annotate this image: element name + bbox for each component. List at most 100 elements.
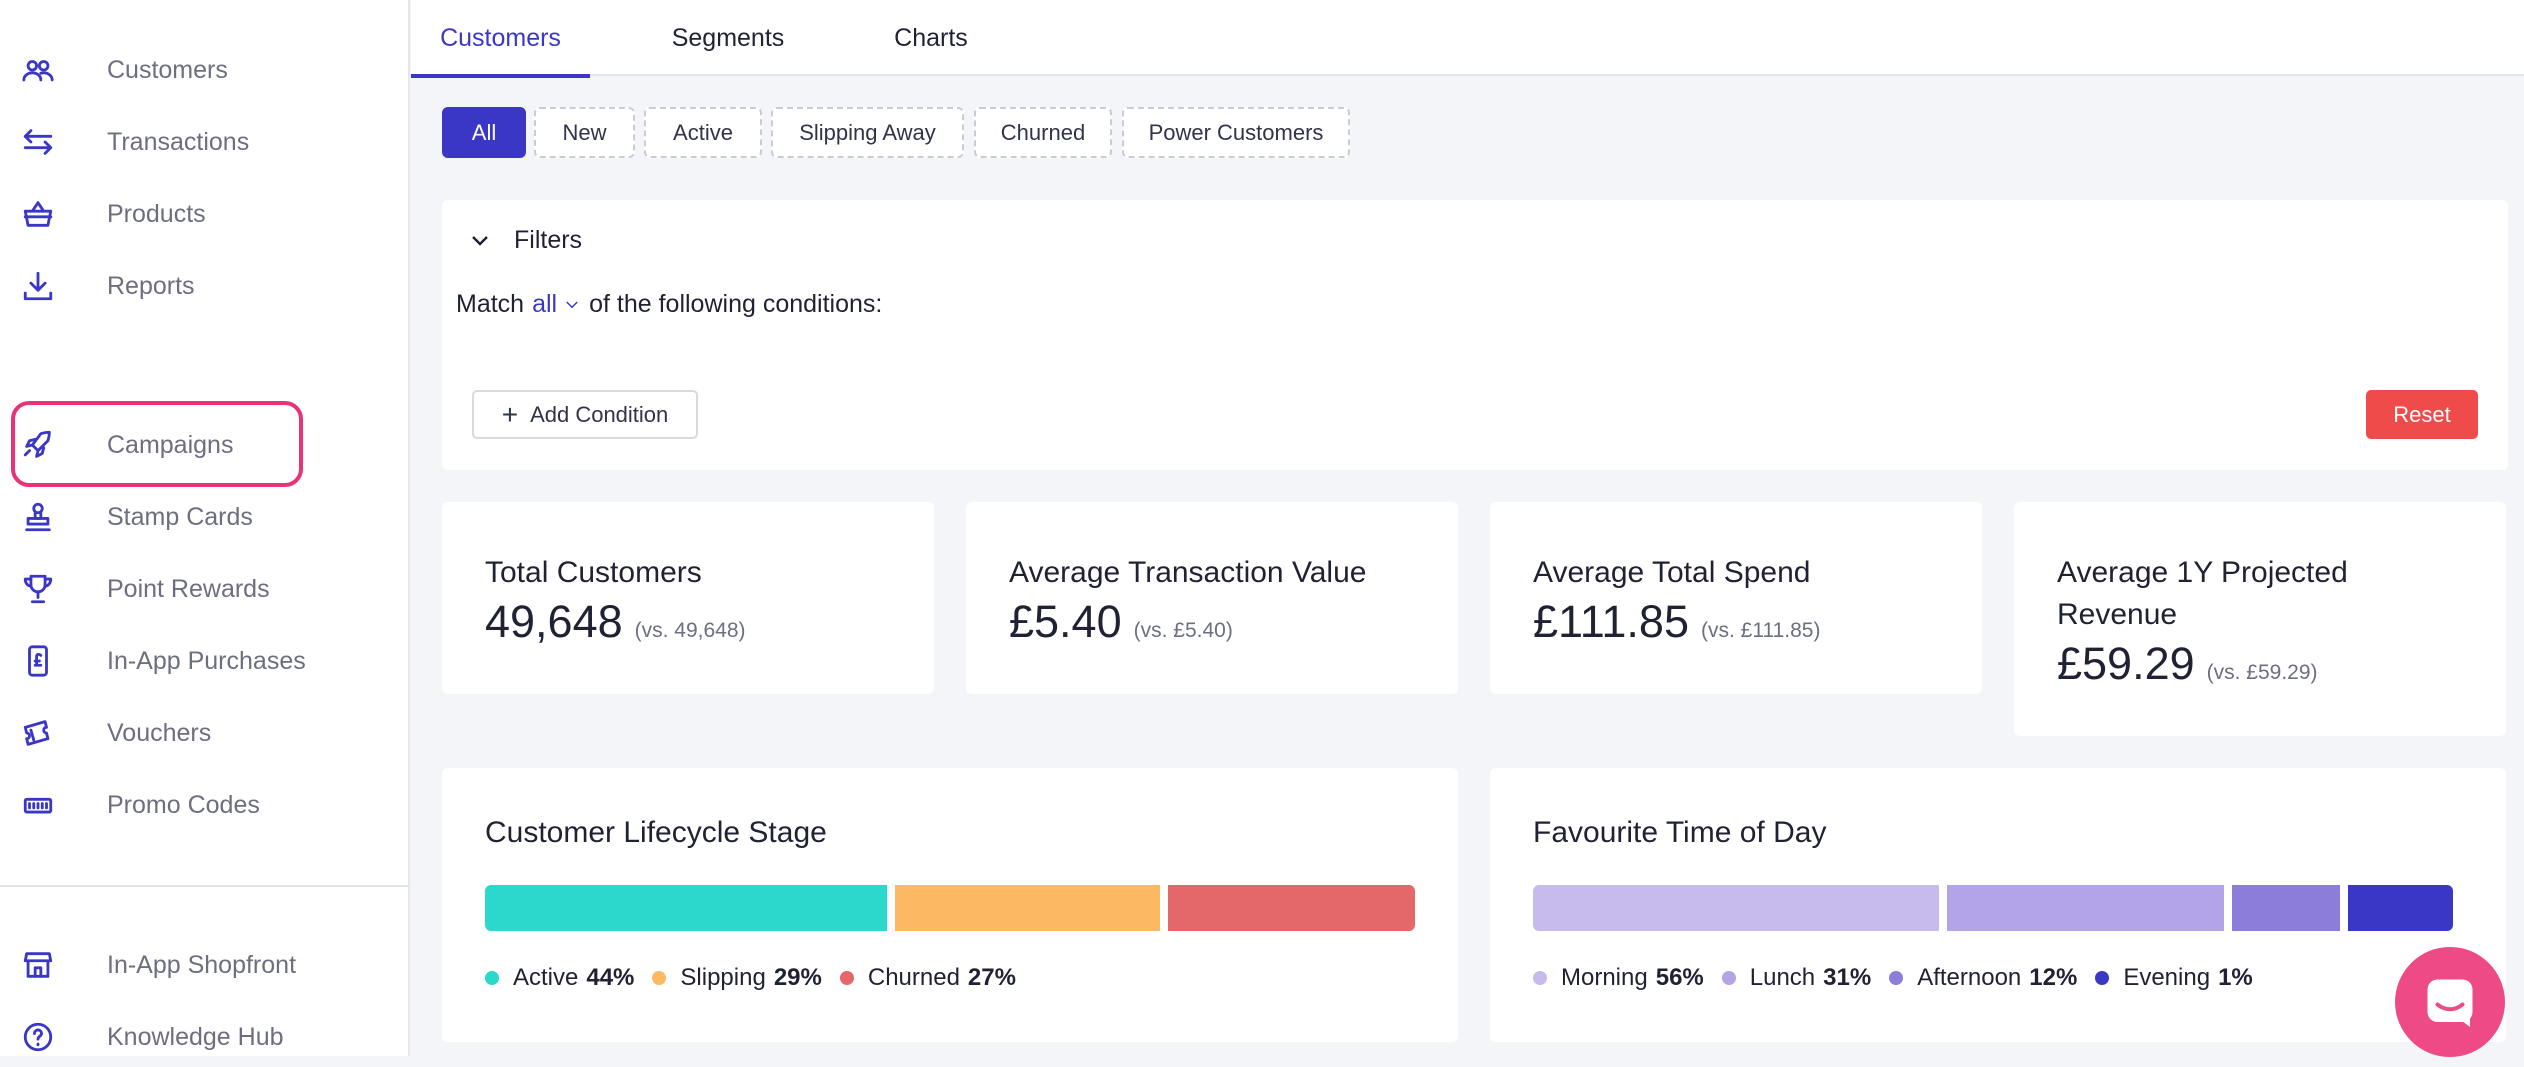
bar-segment-lunch — [1946, 885, 2225, 931]
lifecycle-stacked-bar — [485, 885, 1415, 931]
bar-segment-active — [485, 885, 888, 931]
sidebar-item-in-app-shopfront[interactable]: In-App Shopfront — [0, 935, 410, 995]
stat-card-avg-projected-revenue: Average 1Y Projected Revenue £59.29 (vs.… — [2014, 502, 2506, 736]
tab-charts[interactable]: Charts — [894, 23, 968, 52]
sidebar-item-products[interactable]: Products — [0, 184, 410, 244]
stat-compare: (vs. £5.40) — [1133, 619, 1233, 642]
customers-icon — [20, 52, 56, 88]
sidebar-item-in-app-purchases[interactable]: In-App Purchases — [0, 631, 410, 691]
sidebar-item-label: Promo Codes — [107, 790, 260, 819]
legend-label: Evening — [2123, 964, 2211, 991]
sidebar-item-customers[interactable]: Customers — [0, 40, 410, 100]
reset-button[interactable]: Reset — [2366, 390, 2478, 439]
legend-label: Lunch — [1749, 964, 1816, 991]
chart-title: Customer Lifecycle Stage — [485, 816, 827, 849]
stat-value-row: £5.40 (vs. £5.40) — [1009, 596, 1233, 648]
chat-launcher-button[interactable] — [2395, 947, 2505, 1057]
stat-title: Total Customers — [485, 556, 702, 589]
sidebar-divider — [0, 885, 410, 887]
legend-item-afternoon: Afternoon 12% — [1889, 964, 2077, 992]
sidebar-item-label: Reports — [107, 271, 195, 300]
legend-dot — [485, 971, 499, 985]
sidebar-item-reports[interactable]: Reports — [0, 256, 410, 316]
stat-compare: (vs. £111.85) — [1700, 619, 1821, 642]
sidebar-item-label: Vouchers — [107, 718, 212, 747]
add-condition-label: Add Condition — [530, 401, 669, 427]
promo-code-icon — [20, 787, 56, 823]
add-condition-button[interactable]: + Add Condition — [472, 390, 698, 439]
filters-toggle[interactable]: Filters — [468, 226, 582, 255]
stat-card-avg-transaction-value: Average Transaction Value £5.40 (vs. £5.… — [966, 502, 1458, 694]
stat-title: Average Total Spend — [1533, 556, 1811, 589]
match-mode-select[interactable]: all — [532, 290, 581, 319]
sidebar-item-label: Products — [107, 199, 206, 228]
filters-title: Filters — [514, 226, 583, 254]
stat-value: £5.40 — [1009, 596, 1122, 647]
legend-dot — [1721, 971, 1736, 985]
match-conditions-row: Match all of the following conditions: — [456, 290, 882, 319]
tab-bar: Customers Segments Charts — [411, 0, 2524, 78]
match-prefix: Match — [456, 290, 525, 318]
legend-item-evening: Evening 1% — [2095, 964, 2253, 992]
segment-chip-new[interactable]: New — [534, 107, 635, 158]
stat-card-avg-total-spend: Average Total Spend £111.85 (vs. £111.85… — [1490, 502, 1982, 694]
legend-item-active: Active 44% — [485, 964, 634, 992]
match-mode-value: all — [532, 290, 558, 318]
legend-percent: 29% — [773, 964, 822, 991]
legend-label: Afternoon — [1917, 964, 2022, 991]
segment-chip-all[interactable]: All — [442, 107, 526, 158]
shopfront-icon — [20, 947, 56, 983]
legend-percent: 56% — [1655, 964, 1704, 991]
sidebar-item-transactions[interactable]: Transactions — [0, 112, 410, 172]
bar-segment-evening — [2347, 885, 2453, 931]
bar-segment-morning — [1533, 885, 1939, 931]
time-of-day-legend: Morning 56% Lunch 31% Afternoon 12% Evening 1% — [1533, 964, 2271, 992]
stat-value: £59.29 — [2057, 638, 2195, 689]
stamp-icon — [20, 499, 56, 535]
legend-dot — [2095, 971, 2110, 985]
plus-icon: + — [501, 398, 519, 430]
legend-percent: 31% — [1823, 964, 1872, 991]
stat-value: £111.85 — [1533, 596, 1689, 647]
sidebar-item-vouchers[interactable]: Vouchers — [0, 703, 410, 763]
chart-title: Favourite Time of Day — [1533, 816, 1827, 849]
lifecycle-stage-card: Customer Lifecycle Stage Active 44% Slippi… — [442, 768, 1458, 1042]
sidebar-item-label: Campaigns — [107, 430, 234, 459]
bar-segment-afternoon — [2232, 885, 2340, 931]
trophy-icon — [20, 571, 56, 607]
sidebar-item-label: Customers — [107, 55, 228, 84]
download-icon — [20, 268, 56, 304]
tab-segments[interactable]: Segments — [671, 23, 785, 52]
sidebar-item-campaigns[interactable]: Campaigns — [0, 415, 410, 475]
stat-value-row: £59.29 (vs. £59.29) — [2057, 638, 2318, 690]
sidebar-item-knowledge-hub[interactable]: Knowledge Hub — [0, 1007, 410, 1067]
sidebar-item-stamp-cards[interactable]: Stamp Cards — [0, 487, 410, 547]
stat-value-row: £111.85 (vs. £111.85) — [1533, 596, 1820, 648]
segment-chip-slipping-away[interactable]: Slipping Away — [771, 107, 964, 158]
chat-icon — [2427, 979, 2473, 1027]
time-of-day-stacked-bar — [1533, 885, 2453, 931]
stat-title: Average 1Y Projected Revenue — [2057, 556, 2348, 631]
legend-percent: 12% — [2029, 964, 2078, 991]
sidebar-item-label: In-App Purchases — [107, 646, 306, 675]
filters-panel: Filters Match all of the following condi… — [442, 200, 2508, 470]
legend-percent: 44% — [586, 964, 635, 991]
segment-chip-churned[interactable]: Churned — [974, 107, 1112, 158]
tab-customers[interactable]: Customers — [411, 0, 590, 78]
segment-chip-power-customers[interactable]: Power Customers — [1122, 107, 1350, 158]
help-icon — [20, 1019, 56, 1055]
stat-value-row: 49,648 (vs. 49,648) — [485, 596, 746, 648]
legend-dot — [1889, 971, 1904, 985]
sidebar-item-point-rewards[interactable]: Point Rewards — [0, 559, 410, 619]
sidebar-item-label: In-App Shopfront — [107, 950, 297, 979]
match-suffix: of the following conditions: — [589, 290, 883, 318]
stat-value: 49,648 — [485, 596, 623, 647]
stat-title: Average Transaction Value — [1009, 556, 1367, 589]
sidebar-item-promo-codes[interactable]: Promo Codes — [0, 775, 410, 835]
segment-chip-active[interactable]: Active — [644, 107, 762, 158]
phone-pound-icon — [20, 643, 56, 679]
legend-label: Slipping — [680, 964, 766, 991]
legend-label: Churned — [867, 964, 960, 991]
sidebar-item-label: Point Rewards — [107, 574, 270, 603]
legend-item-lunch: Lunch 31% — [1721, 964, 1872, 992]
